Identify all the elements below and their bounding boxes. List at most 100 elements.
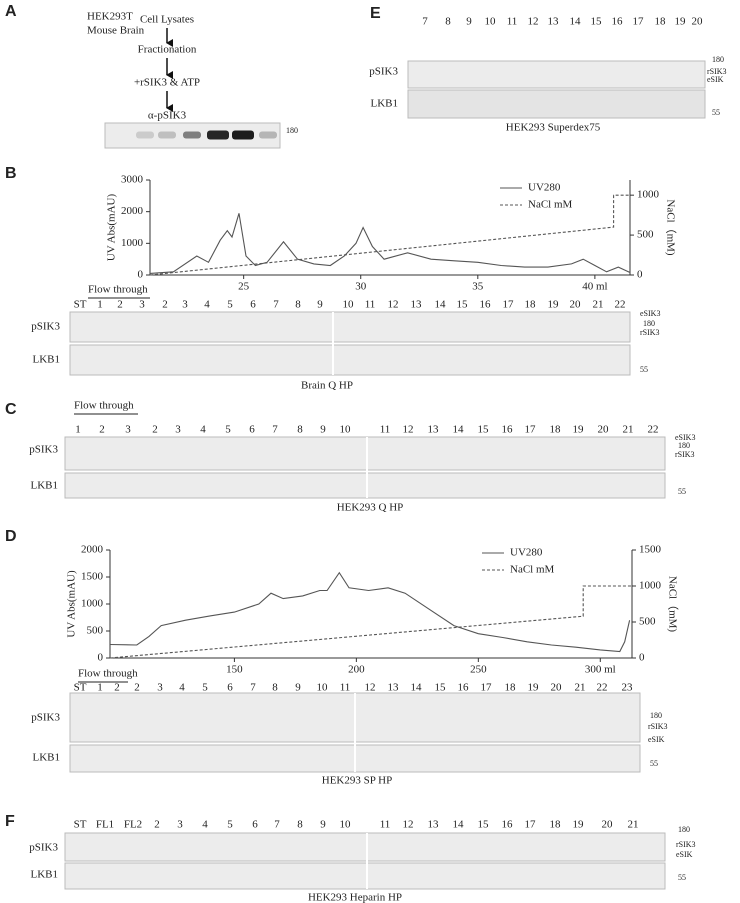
fraction-label: 10 [340, 819, 352, 831]
fraction-label: 2 [134, 682, 140, 694]
marker-label: 180 [286, 126, 298, 135]
fraction-label: 6 [249, 424, 255, 436]
marker-label: 55 [678, 873, 686, 882]
caption: HEK293 Q HP [337, 502, 404, 514]
y-tick-label: 1000 [121, 237, 144, 249]
fraction-label: 11 [380, 424, 391, 436]
fraction-label: 13 [428, 424, 440, 436]
y-tick-label: 2000 [81, 544, 104, 556]
fraction-label: 16 [458, 682, 470, 694]
fraction-label: 4 [200, 424, 206, 436]
fraction-label: 19 [528, 682, 540, 694]
x-tick-label: 40 ml [582, 281, 607, 293]
x-tick-label: 150 [226, 664, 243, 676]
caption: HEK293 SP HP [322, 775, 393, 787]
step: Fractionation [138, 44, 197, 56]
fraction-label: 4 [179, 682, 185, 694]
band [207, 130, 229, 140]
fraction-label: 20 [570, 299, 582, 311]
fraction-label: 11 [365, 299, 376, 311]
row-label: pSIK3 [369, 66, 398, 78]
marker-label: 180 [678, 441, 690, 450]
step: +rSIK3 & ATP [134, 77, 200, 89]
fraction-label: 14 [411, 682, 423, 694]
fraction-label: 2 [99, 424, 105, 436]
fraction-label: 21 [575, 682, 586, 694]
fraction-label: 1 [97, 682, 103, 694]
marker-label: eSIK [707, 75, 724, 84]
fraction-label: 8 [445, 16, 451, 28]
y2-tick-label: 500 [639, 616, 656, 628]
fraction-label: 8 [297, 424, 303, 436]
step: Cell Lysates [140, 14, 194, 26]
fraction-label: 22 [597, 682, 608, 694]
y-tick-label: 2000 [121, 205, 144, 217]
band [183, 131, 201, 139]
fraction-label: 3 [125, 424, 131, 436]
panel-letter: D [5, 528, 17, 545]
fraction-label: 17 [525, 424, 537, 436]
fraction-label: 8 [295, 299, 301, 311]
fraction-label: 4 [204, 299, 210, 311]
caption: Brain Q HP [301, 380, 353, 392]
fraction-label: 1 [75, 424, 81, 436]
fraction-label: 19 [573, 819, 585, 831]
fraction-label: 8 [272, 682, 278, 694]
y2-tick-label: 1000 [639, 580, 662, 592]
y-tick-label: 1000 [81, 598, 104, 610]
fraction-label: 12 [528, 16, 539, 28]
fraction-label: ST [74, 299, 87, 311]
x-tick-label: 250 [470, 664, 487, 676]
legend-label: NaCl mM [528, 199, 573, 211]
fraction-label: 6 [250, 299, 256, 311]
marker-label: 55 [640, 365, 648, 374]
fraction-label: 22 [648, 424, 659, 436]
marker-label: eSIK3 [675, 433, 695, 442]
marker-label: 180 [678, 825, 690, 834]
fraction-label: 18 [655, 16, 667, 28]
fraction-label: 2 [117, 299, 123, 311]
fraction-label: 11 [380, 819, 391, 831]
fraction-label: 15 [478, 424, 490, 436]
fraction-label: 3 [177, 819, 183, 831]
fraction-label: 10 [317, 682, 329, 694]
fraction-label: 13 [428, 819, 440, 831]
fraction-label: 3 [182, 299, 188, 311]
marker-label: 55 [650, 759, 658, 768]
fraction-label: 5 [227, 299, 233, 311]
blot-strip [64, 832, 666, 862]
fraction-label: ST [74, 682, 87, 694]
fraction-label: 7 [272, 424, 278, 436]
y-tick-label: 0 [138, 269, 144, 281]
fraction-label: 20 [598, 424, 610, 436]
y-tick-label: 1500 [81, 571, 104, 583]
row-label: pSIK3 [31, 712, 60, 724]
fraction-label: 17 [481, 682, 493, 694]
panel-letter: E [370, 5, 381, 22]
y2-tick-label: 1000 [637, 189, 660, 201]
y-axis-title: UV Abs(mAU) [66, 570, 78, 638]
fraction-label: 7 [250, 682, 256, 694]
band [158, 131, 176, 139]
fraction-label: 6 [227, 682, 233, 694]
fraction-label: 16 [612, 16, 624, 28]
row-label: LKB1 [33, 354, 61, 366]
marker-label: 180 [643, 319, 655, 328]
panel-letter: C [5, 401, 17, 418]
fraction-label: 10 [340, 424, 352, 436]
y2-tick-label: 1500 [639, 544, 662, 556]
row-label: LKB1 [31, 869, 59, 881]
y-tick-label: 3000 [121, 174, 144, 186]
fraction-label: 12 [388, 299, 399, 311]
flow-through-label: Flow through [74, 400, 134, 412]
fraction-label: 7 [273, 299, 279, 311]
fraction-label: 20 [692, 16, 704, 28]
fraction-label: 2 [154, 819, 160, 831]
fraction-label: 16 [502, 819, 514, 831]
fraction-label: 18 [550, 424, 562, 436]
fraction-label: 9 [320, 424, 326, 436]
fraction-label: 19 [573, 424, 585, 436]
fraction-label: 2 [152, 424, 158, 436]
blot-strip [407, 60, 706, 89]
fraction-label: 13 [388, 682, 400, 694]
